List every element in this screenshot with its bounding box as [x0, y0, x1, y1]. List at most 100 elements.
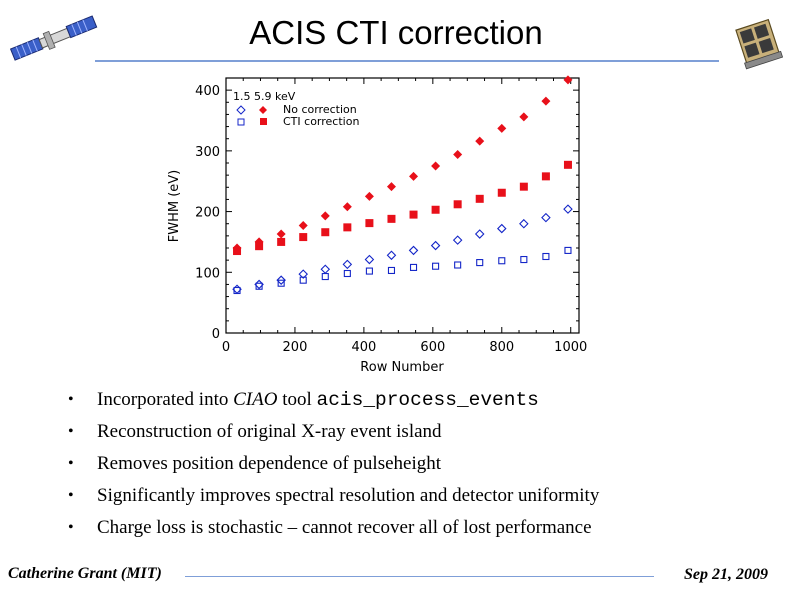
- data-point-open-diamond: [276, 275, 286, 285]
- data-point-filled-square: [277, 237, 286, 246]
- legend-entry-no-correction: No correction: [283, 103, 357, 116]
- y-axis-label: FWHM (eV): [167, 170, 182, 243]
- x-tick-label: 0: [222, 340, 230, 355]
- ciao-name: CIAO: [233, 389, 278, 410]
- data-point-open-diamond: [298, 269, 308, 279]
- data-point-open-diamond: [386, 250, 397, 261]
- data-point-open-diamond: [408, 245, 419, 256]
- y-tick-label: 0: [212, 327, 220, 342]
- data-point-filled-square: [233, 247, 242, 256]
- data-point-open-diamond: [452, 235, 463, 245]
- data-point-open-square: [233, 286, 241, 295]
- data-point-filled-square: [475, 194, 484, 203]
- data-point-open-square: [432, 262, 440, 270]
- y-tick-label: 100: [195, 266, 220, 281]
- data-point-filled-diamond: [563, 75, 573, 85]
- data-point-filled-diamond: [519, 112, 529, 122]
- data-point-filled-diamond: [497, 123, 507, 133]
- data-point-filled-square: [541, 172, 550, 181]
- data-point-open-square: [321, 272, 329, 281]
- bullet-item: • Incorporated into CIAO tool acis_proce…: [68, 384, 599, 416]
- data-point-open-square: [343, 269, 351, 278]
- data-point-filled-square: [299, 233, 308, 242]
- legend-open-diamond-marker: [236, 105, 246, 115]
- data-point-open-square: [299, 276, 307, 284]
- data-point-open-square: [542, 252, 550, 261]
- data-point-filled-square: [497, 188, 506, 197]
- data-point-filled-diamond: [298, 221, 308, 231]
- fwhm-vs-row-chart: 0 200 400 600 800 1000 0 100 200 300 400 1.5 5.9 k…: [167, 75, 587, 375]
- x-tick-label: 600: [420, 340, 445, 355]
- x-tick-label: 1000: [554, 340, 587, 355]
- data-point-open-square: [498, 257, 506, 265]
- bullet-text: tool: [277, 389, 317, 410]
- bullet-dot: •: [68, 455, 74, 472]
- bullet-list: • Incorporated into CIAO tool acis_proce…: [68, 384, 599, 544]
- legend-header: 1.5 5.9 keV: [233, 90, 296, 103]
- data-point-filled-diamond: [320, 211, 330, 221]
- data-point-filled-diamond: [475, 136, 485, 146]
- data-point-open-square: [520, 255, 528, 264]
- bullet-item: • Significantly improves spectral resolu…: [68, 480, 599, 512]
- bullet-item: • Reconstruction of original X-ray event…: [68, 416, 599, 448]
- footer-date: Sep 21, 2009: [684, 566, 768, 583]
- x-axis-label: Row Number: [360, 360, 444, 375]
- x-tick-label: 200: [283, 340, 308, 355]
- data-point-filled-diamond: [342, 202, 352, 212]
- bullet-dot: •: [68, 519, 74, 536]
- data-point-open-diamond: [320, 264, 331, 275]
- data-point-filled-square: [409, 210, 418, 219]
- title-divider: [95, 60, 719, 62]
- data-point-filled-diamond: [541, 96, 551, 106]
- data-point-open-diamond: [519, 218, 529, 229]
- data-point-open-square: [365, 267, 373, 275]
- data-point-open-diamond: [541, 212, 551, 223]
- footer-divider: [185, 576, 654, 577]
- data-point-open-diamond: [430, 240, 441, 251]
- y-tick-label: 300: [195, 145, 220, 160]
- data-point-filled-square: [343, 223, 352, 232]
- bullet-item: • Removes position dependence of pulsehe…: [68, 448, 599, 480]
- bullet-dot: •: [68, 391, 74, 408]
- data-point-open-diamond: [497, 223, 507, 234]
- data-point-filled-square: [387, 214, 396, 223]
- data-point-filled-diamond: [386, 182, 396, 192]
- bullet-text: Significantly improves spectral resoluti…: [97, 485, 600, 506]
- data-point-filled-diamond: [364, 191, 374, 201]
- data-point-filled-diamond: [453, 150, 463, 159]
- data-point-filled-square: [563, 160, 572, 169]
- legend-entry-cti-correction: CTI correction: [283, 115, 359, 128]
- data-point-filled-diamond: [431, 161, 441, 171]
- data-point-open-square: [277, 279, 285, 287]
- data-point-open-square: [409, 263, 418, 271]
- x-tick-label: 800: [489, 340, 514, 355]
- acis-instrument-logo: [735, 18, 783, 70]
- data-point-open-square: [255, 282, 263, 290]
- bullet-text: Reconstruction of original X-ray event i…: [97, 421, 442, 442]
- data-point-filled-square: [255, 242, 264, 251]
- data-point-open-square: [476, 259, 484, 267]
- data-point-filled-square: [519, 182, 528, 191]
- data-point-filled-square: [321, 228, 330, 237]
- y-tick-label: 200: [195, 206, 220, 221]
- legend-filled-square-marker: [260, 118, 267, 125]
- x-tick-label: 400: [351, 340, 376, 355]
- data-point-open-square: [454, 261, 462, 269]
- data-point-open-diamond: [474, 229, 485, 239]
- y-tick-label: 400: [195, 84, 220, 99]
- data-point-filled-square: [453, 200, 462, 209]
- legend-filled-diamond-marker: [259, 106, 267, 114]
- legend-open-square-marker: [237, 118, 245, 126]
- data-point-open-square: [564, 246, 572, 254]
- data-point-filled-diamond: [409, 171, 419, 181]
- bullet-dot: •: [68, 487, 74, 504]
- chandra-satellite-logo: [9, 15, 98, 61]
- bullet-text: Removes position dependence of pulseheig…: [97, 453, 442, 474]
- data-point-open-diamond: [364, 254, 375, 265]
- footer-author: Catherine Grant (MIT): [8, 565, 162, 582]
- data-point-filled-square: [431, 205, 440, 214]
- data-point-filled-diamond: [276, 229, 286, 239]
- tool-name-code: acis_process_events: [316, 389, 539, 411]
- bullet-dot: •: [68, 423, 74, 440]
- bullet-text: Incorporated into: [97, 389, 234, 410]
